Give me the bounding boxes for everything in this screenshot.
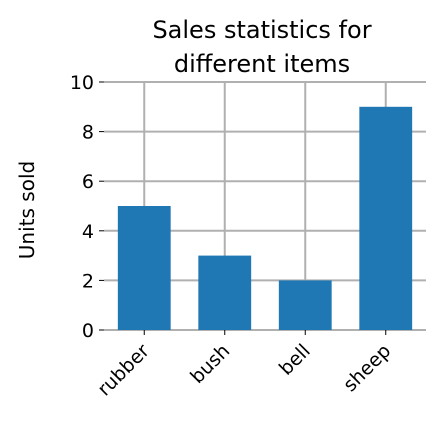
y-tick-label-2: 4 (82, 221, 94, 243)
chart-title-line-2: different items (174, 50, 350, 78)
y-tick-label-5: 10 (70, 72, 94, 94)
y-tick-label-1: 2 (82, 270, 94, 292)
bar-rubber (117, 206, 171, 330)
bar-bush (198, 255, 252, 330)
y-axis-label: Units sold (15, 161, 39, 259)
y-tick-label-3: 6 (82, 171, 94, 193)
bars-group (117, 106, 413, 330)
x-tick-label-rubber: rubber (93, 340, 154, 401)
x-axis-ticks: rubber bush bell sheep (93, 330, 395, 400)
y-tick-label-0: 0 (82, 320, 94, 342)
x-tick-label-bush: bush (186, 340, 234, 388)
chart-title-line-1: Sales statistics for (152, 16, 371, 44)
y-tick-label-4: 8 (82, 122, 94, 144)
bar-bell (278, 280, 332, 330)
bar-sheep (359, 106, 413, 330)
x-tick-label-sheep: sheep (339, 340, 395, 396)
y-axis-ticks: 0 2 4 6 8 10 (70, 72, 104, 342)
x-tick-label-bell: bell (275, 340, 315, 380)
